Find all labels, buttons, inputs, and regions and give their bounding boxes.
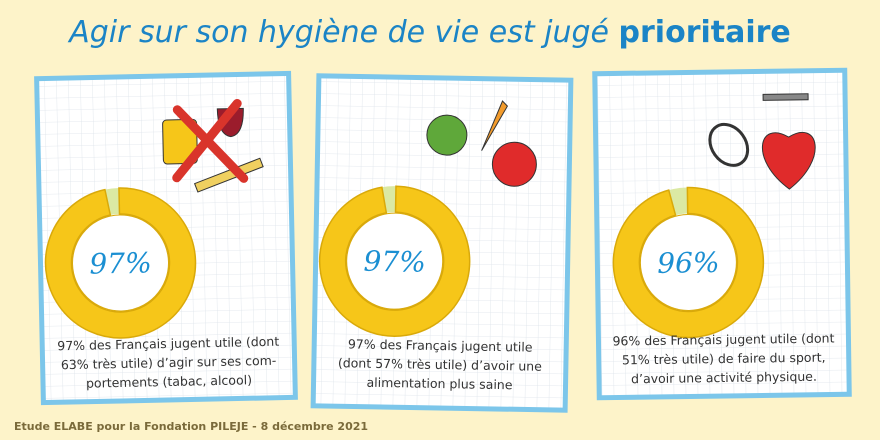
card: 97% 97% des Français jugent utile(dont 57… — [310, 73, 574, 413]
icon — [426, 114, 468, 156]
donut-segment — [318, 185, 471, 337]
donut-segment — [612, 186, 765, 339]
title-emphasis: prioritaire — [619, 15, 791, 50]
card: 96% 96% des Français jugent utile (dont 51… — [592, 67, 852, 401]
caption-line: 63% très utile) d’agir sur ses com- — [61, 353, 277, 373]
title: Agir sur son hygiène de vie est jugé pri… — [67, 15, 791, 50]
donut-label: 96% — [657, 246, 720, 280]
donut-label: 97% — [89, 246, 152, 280]
caption-line: (dont 57% très utile) d’avoir une — [338, 355, 543, 374]
icon — [481, 100, 509, 151]
caption-line: 96% des Français jugent utile (dont — [612, 330, 834, 348]
caption-line: 51% très utile) de faire du sport, — [622, 350, 826, 368]
donut-hole — [346, 212, 444, 310]
donut-hole — [72, 214, 170, 312]
icon — [193, 157, 264, 193]
donut-label: 97% — [363, 245, 426, 279]
caption-line: alimentation plus saine — [366, 375, 512, 393]
icon — [162, 118, 198, 165]
icon — [762, 131, 816, 190]
caption-line: 97% des Français jugent utile (dont — [57, 334, 279, 354]
source: Etude ELABE pour la Fondation PILEJE - 8… — [14, 420, 368, 433]
title-text: Agir sur son hygiène de vie est jugé — [67, 15, 609, 50]
caption-line: d’avoir une activité physique. — [631, 369, 817, 387]
donut-hole — [639, 213, 737, 311]
icon — [491, 141, 537, 187]
caption-line: 97% des Français jugent utile — [348, 336, 533, 354]
caption-line: portements (tabac, alcool) — [86, 372, 252, 390]
card: 97% 97% des Français jugent utile (dont63… — [34, 70, 298, 406]
icon — [172, 98, 249, 183]
icon — [708, 122, 750, 167]
icon — [762, 93, 809, 101]
donut-segment — [44, 187, 197, 339]
